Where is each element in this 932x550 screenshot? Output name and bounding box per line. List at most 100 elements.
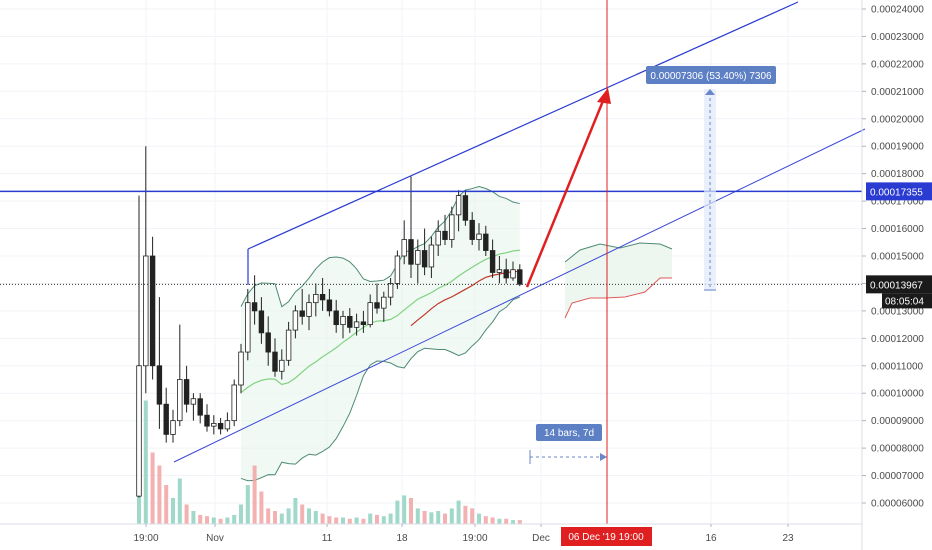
volume-bar xyxy=(205,516,209,524)
candle-body xyxy=(319,294,326,301)
volume-bar xyxy=(225,517,230,524)
candle-body xyxy=(204,414,210,427)
resistance-tag xyxy=(866,182,932,201)
candle-body xyxy=(381,296,387,309)
volume-bar xyxy=(239,504,243,524)
volume-bar xyxy=(177,478,182,524)
candle-body xyxy=(517,269,523,285)
candle-body xyxy=(347,315,353,328)
band-lower xyxy=(240,296,520,482)
volume-bar xyxy=(341,517,345,524)
candle-body xyxy=(442,230,448,240)
candle-body xyxy=(435,230,441,246)
volume-bar xyxy=(381,516,386,524)
candle-body xyxy=(462,195,469,221)
volume-bar xyxy=(266,508,271,524)
time-tick-label: Dec xyxy=(532,533,550,544)
price-tick-label: 0.00024000 xyxy=(871,5,924,16)
volume-bar xyxy=(395,500,400,524)
candle-body xyxy=(197,398,203,416)
volume-bar xyxy=(198,514,203,524)
time-axis[interactable]: 19:00 Nov 11 18 19:00 Dec 16 23 06 Dec '19 19:00 xyxy=(0,523,862,546)
price-tick-label: 0.00020000 xyxy=(871,114,924,125)
price-tick-label: 0.00023000 xyxy=(871,32,924,43)
candle-body xyxy=(387,283,394,298)
volume-bar xyxy=(375,514,379,524)
volume-bar xyxy=(354,517,359,524)
candle-body xyxy=(231,384,237,422)
future-cloud-top xyxy=(564,242,673,263)
bollinger-bands xyxy=(240,186,673,482)
price-tick-label: 0.00021000 xyxy=(871,87,924,98)
price-tick-label: 0.00019000 xyxy=(871,142,924,153)
candle-body xyxy=(149,255,156,367)
candle-body xyxy=(503,269,509,279)
price-tick-label: 0.00012000 xyxy=(871,334,924,345)
volume-bar xyxy=(150,452,155,524)
channel-upper-line[interactable] xyxy=(247,1,799,250)
volume-bar xyxy=(443,513,447,524)
volume-bar xyxy=(347,518,352,524)
volume-bar xyxy=(327,516,332,524)
candle-body xyxy=(476,233,482,240)
candle-body xyxy=(428,244,435,268)
candle-body xyxy=(374,302,380,309)
candle-body xyxy=(469,219,475,240)
candle-body xyxy=(177,379,183,422)
candle-body xyxy=(401,239,407,257)
candle-body xyxy=(333,310,339,326)
time-tick-label: 19:00 xyxy=(462,533,487,544)
volume-bar xyxy=(483,516,488,524)
channel-lower-line[interactable] xyxy=(173,128,866,463)
price-tick-label: 0.00016000 xyxy=(871,224,924,235)
volume-bar xyxy=(402,495,407,524)
volume-bar xyxy=(184,504,189,524)
candle-body xyxy=(224,420,231,430)
candle-body xyxy=(455,195,462,216)
candle-body xyxy=(415,250,421,265)
candle-body xyxy=(326,299,333,312)
band-basis xyxy=(240,249,520,394)
volume-bar xyxy=(293,498,298,524)
candle-body xyxy=(251,302,258,312)
time-tick-label: 16 xyxy=(705,533,717,544)
volume-bar xyxy=(361,518,366,524)
candle-body xyxy=(190,398,197,405)
price-tick-label: 0.00008000 xyxy=(871,444,924,455)
countdown-tag xyxy=(882,293,932,309)
candle-body xyxy=(394,255,401,284)
volume-bar xyxy=(490,517,495,524)
volume-bar xyxy=(504,518,509,524)
candle-body xyxy=(136,365,142,497)
volume-bar xyxy=(470,508,475,524)
candle-body xyxy=(272,351,278,372)
volume-bar xyxy=(415,508,420,524)
candle-body xyxy=(143,255,149,367)
price-tick-label: 0.00006000 xyxy=(871,499,924,510)
candle-body xyxy=(340,315,346,326)
moving-average xyxy=(410,270,520,327)
bars-badge-text: 14 bars, 7d xyxy=(544,428,594,439)
volume-bar xyxy=(463,505,468,524)
price-tick-label: 0.00015000 xyxy=(871,252,924,263)
current-price-tag-text: 0.00013967 xyxy=(870,280,923,291)
projection-arrow[interactable] xyxy=(525,95,607,288)
volume-bar xyxy=(497,518,502,524)
measure-arrow xyxy=(705,89,715,95)
candlesticks xyxy=(136,146,523,498)
time-tick-label: 11 xyxy=(322,533,333,544)
volume-bar xyxy=(334,517,339,524)
volume-bar xyxy=(409,498,413,524)
band-fill xyxy=(241,186,520,481)
candle-body xyxy=(183,379,190,405)
projection-arrow-head xyxy=(597,88,611,104)
candle-body xyxy=(353,321,360,328)
drawing-objects[interactable]: 0.00007306 (53.40%) 7306 14 bars, 7d xyxy=(0,0,866,524)
volume-bar xyxy=(259,491,264,524)
candle-body xyxy=(306,302,312,317)
measure-badge xyxy=(646,66,776,84)
candle-body xyxy=(163,403,169,435)
bars-badge xyxy=(536,424,602,441)
candle-body xyxy=(421,250,428,268)
